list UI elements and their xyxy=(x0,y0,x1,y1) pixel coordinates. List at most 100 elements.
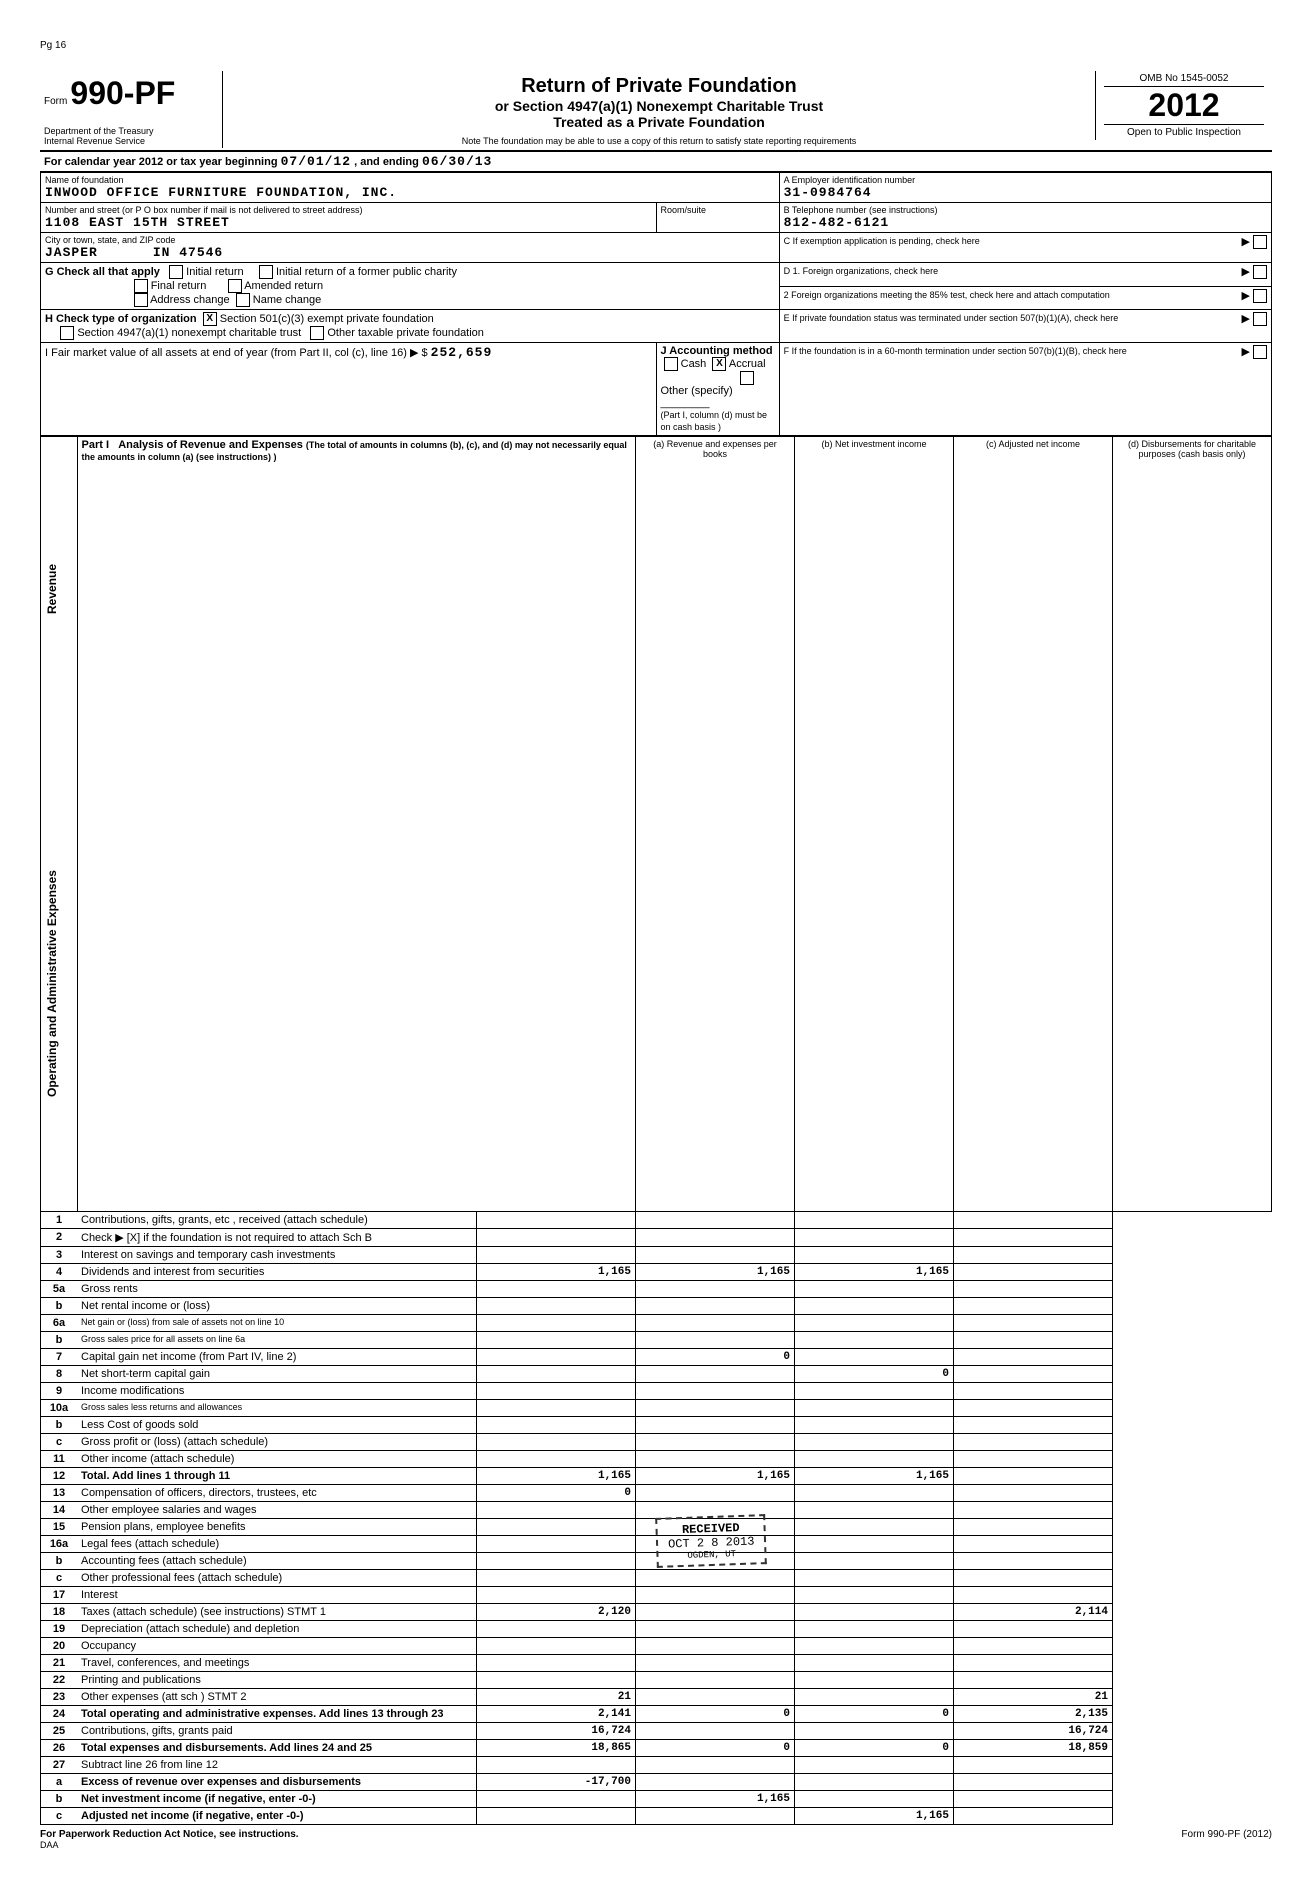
table-row: 2Check ▶ [X] if the foundation is not re… xyxy=(41,1229,1272,1247)
row-num: 13 xyxy=(41,1485,78,1502)
d2-checkbox[interactable] xyxy=(1253,289,1267,303)
table-row: 21Travel, conferences, and meetings xyxy=(41,1655,1272,1672)
col-c-val xyxy=(795,1315,954,1332)
row-num: b xyxy=(41,1332,78,1349)
row-desc: Other expenses (att sch ) STMT 2 xyxy=(77,1689,477,1706)
col-b-val xyxy=(636,1247,795,1264)
col-c-val xyxy=(795,1791,954,1808)
g-amended-checkbox[interactable] xyxy=(228,279,242,293)
col-c-val: 1,165 xyxy=(795,1264,954,1281)
g-final-checkbox[interactable] xyxy=(134,279,148,293)
e-checkbox[interactable] xyxy=(1253,312,1267,326)
j-cash-checkbox[interactable] xyxy=(664,357,678,371)
row-desc: Subtract line 26 from line 12 xyxy=(77,1757,477,1774)
col-d-val xyxy=(954,1366,1113,1383)
table-row: bNet rental income or (loss) xyxy=(41,1298,1272,1315)
table-row: 17Interest xyxy=(41,1587,1272,1604)
g-name-checkbox[interactable] xyxy=(236,293,250,307)
row-num: 16a xyxy=(41,1536,78,1553)
row-num: c xyxy=(41,1434,78,1451)
col-a-val xyxy=(477,1570,636,1587)
col-a-val xyxy=(477,1757,636,1774)
col-d-val xyxy=(954,1587,1113,1604)
h-501c3-checkbox[interactable]: X xyxy=(203,312,217,326)
col-b-val xyxy=(636,1298,795,1315)
j-other-checkbox[interactable] xyxy=(740,371,754,385)
f-checkbox[interactable] xyxy=(1253,345,1267,359)
dept-irs: Internal Revenue Service xyxy=(44,136,214,146)
d1-checkbox[interactable] xyxy=(1253,265,1267,279)
row-num: 3 xyxy=(41,1247,78,1264)
e-label: E If private foundation status was termi… xyxy=(784,313,1119,323)
col-b-val xyxy=(636,1672,795,1689)
table-row: 14Other employee salaries and wages xyxy=(41,1502,1272,1519)
row-num: b xyxy=(41,1298,78,1315)
form-header: Form 990-PF Department of the Treasury I… xyxy=(40,71,1272,152)
row-desc: Net rental income or (loss) xyxy=(77,1298,477,1315)
table-row: 23Other expenses (att sch ) STMT 22121 xyxy=(41,1689,1272,1706)
col-a-val: 1,165 xyxy=(477,1264,636,1281)
title-sub1: or Section 4947(a)(1) Nonexempt Charitab… xyxy=(231,98,1087,114)
row-num: c xyxy=(41,1808,78,1825)
col-d-val xyxy=(954,1315,1113,1332)
h-other-checkbox[interactable] xyxy=(310,326,324,340)
table-row: 8Net short-term capital gain0 xyxy=(41,1366,1272,1383)
footer-daa: DAA xyxy=(40,1840,1272,1850)
street-value: 1108 EAST 15TH STREET xyxy=(45,215,652,230)
period-begin: 07/01/12 xyxy=(281,154,351,169)
state-zip-value: IN 47546 xyxy=(153,245,223,260)
col-a-val xyxy=(477,1281,636,1298)
g-initial-checkbox[interactable] xyxy=(169,265,183,279)
col-d-val xyxy=(954,1349,1113,1366)
row-desc: Contributions, gifts, grants, etc , rece… xyxy=(77,1212,477,1229)
page-footer: For Paperwork Reduction Act Notice, see … xyxy=(40,1829,1272,1840)
part1-table: Revenue Operating and Administrative Exp… xyxy=(40,436,1272,1825)
omb-number: OMB No 1545-0052 xyxy=(1104,73,1264,87)
row-num: c xyxy=(41,1570,78,1587)
received-stamp: RECEIVEDOCT 2 8 2013OGDEN, UT xyxy=(655,1514,767,1568)
row-num: 17 xyxy=(41,1587,78,1604)
table-row: 18Taxes (attach schedule) (see instructi… xyxy=(41,1604,1272,1621)
col-d-val xyxy=(954,1468,1113,1485)
col-c-val xyxy=(795,1774,954,1791)
row-desc: Net investment income (if negative, ente… xyxy=(77,1791,477,1808)
col-b-val xyxy=(636,1621,795,1638)
row-num: 1 xyxy=(41,1212,78,1229)
g-former-checkbox[interactable] xyxy=(259,265,273,279)
table-row: 22Printing and publications xyxy=(41,1672,1272,1689)
col-b-val: 0 xyxy=(636,1706,795,1723)
col-d-val xyxy=(954,1229,1113,1247)
col-c-val xyxy=(795,1638,954,1655)
row-desc: Gross sales price for all assets on line… xyxy=(77,1332,477,1349)
col-a-val: 2,141 xyxy=(477,1706,636,1723)
row-num: 19 xyxy=(41,1621,78,1638)
col-a-val: -17,700 xyxy=(477,1774,636,1791)
col-a-val: 0 xyxy=(477,1485,636,1502)
c-checkbox[interactable] xyxy=(1253,235,1267,249)
table-row: 3Interest on savings and temporary cash … xyxy=(41,1247,1272,1264)
table-row: 6aNet gain or (loss) from sale of assets… xyxy=(41,1315,1272,1332)
col-d-val xyxy=(954,1774,1113,1791)
col-c-val xyxy=(795,1349,954,1366)
h-opt2: Section 4947(a)(1) nonexempt charitable … xyxy=(77,327,301,339)
row-desc: Total expenses and disbursements. Add li… xyxy=(77,1740,477,1757)
col-c-val xyxy=(795,1383,954,1400)
c-label: C If exemption application is pending, c… xyxy=(784,236,980,246)
j-accrual-checkbox[interactable]: X xyxy=(712,357,726,371)
col-d-val: 21 xyxy=(954,1689,1113,1706)
g-address-checkbox[interactable] xyxy=(134,293,148,307)
row-num: 21 xyxy=(41,1655,78,1672)
row-desc: Interest xyxy=(77,1587,477,1604)
col-b-val: 1,165 xyxy=(636,1264,795,1281)
col-c-val xyxy=(795,1587,954,1604)
col-a-val xyxy=(477,1332,636,1349)
table-row: 9Income modifications xyxy=(41,1383,1272,1400)
row-desc: Other employee salaries and wages xyxy=(77,1502,477,1519)
row-num: 7 xyxy=(41,1349,78,1366)
col-a-val xyxy=(477,1315,636,1332)
form-number: 990-PF xyxy=(70,75,175,111)
h-4947-checkbox[interactable] xyxy=(60,326,74,340)
row-desc: Excess of revenue over expenses and disb… xyxy=(77,1774,477,1791)
col-d-val xyxy=(954,1621,1113,1638)
row-desc: Accounting fees (attach schedule) xyxy=(77,1553,477,1570)
